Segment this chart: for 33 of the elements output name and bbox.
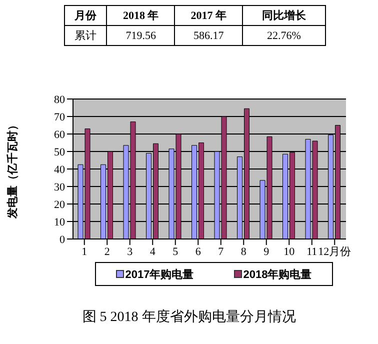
y-tick-label: 10: [54, 216, 66, 228]
x-tick-label: 7: [218, 246, 224, 258]
text: 719.56: [106, 26, 175, 46]
text: 累计: [64, 26, 107, 46]
y-tick-label: 0: [60, 234, 66, 246]
x-tick-label: 10: [284, 246, 296, 258]
text: 586.17: [174, 26, 242, 46]
text: 2017 年: [174, 6, 242, 26]
x-tick-label: 2: [104, 246, 110, 258]
text: 月份: [64, 6, 107, 26]
x-tick-label: 9: [264, 246, 270, 258]
x-tick-label: 4: [150, 246, 156, 258]
y-tick-label: 60: [54, 128, 66, 141]
x-tick-label: 3: [127, 246, 134, 258]
text: 22.76%: [242, 26, 326, 46]
legend-label: 2018年购电量: [242, 268, 312, 282]
x-tick-label: 6: [195, 246, 202, 258]
x-tick-label: 1: [82, 246, 88, 258]
x-tick-label: 12月份: [318, 246, 352, 258]
y-tick-label: 30: [54, 181, 66, 194]
x-tick-label: 5: [172, 246, 179, 258]
text: 同比增长: [242, 6, 326, 26]
x-tick-label: 8: [240, 246, 247, 258]
y-tick-label: 40: [54, 164, 66, 176]
y-tick-label: 80: [54, 94, 66, 106]
y-tick-label: 50: [54, 146, 66, 158]
text: 2018 年: [106, 6, 175, 26]
x-tick-label: 11: [306, 246, 318, 258]
y-axis-title: 发电量（亿千瓦时）: [6, 120, 19, 220]
text: 图 5 2018 年度省外购电量分月情况: [81, 308, 297, 326]
y-tick-label: 70: [54, 111, 66, 124]
y-tick-label: 20: [54, 198, 66, 211]
legend-label: 2017年购电量: [124, 268, 194, 282]
